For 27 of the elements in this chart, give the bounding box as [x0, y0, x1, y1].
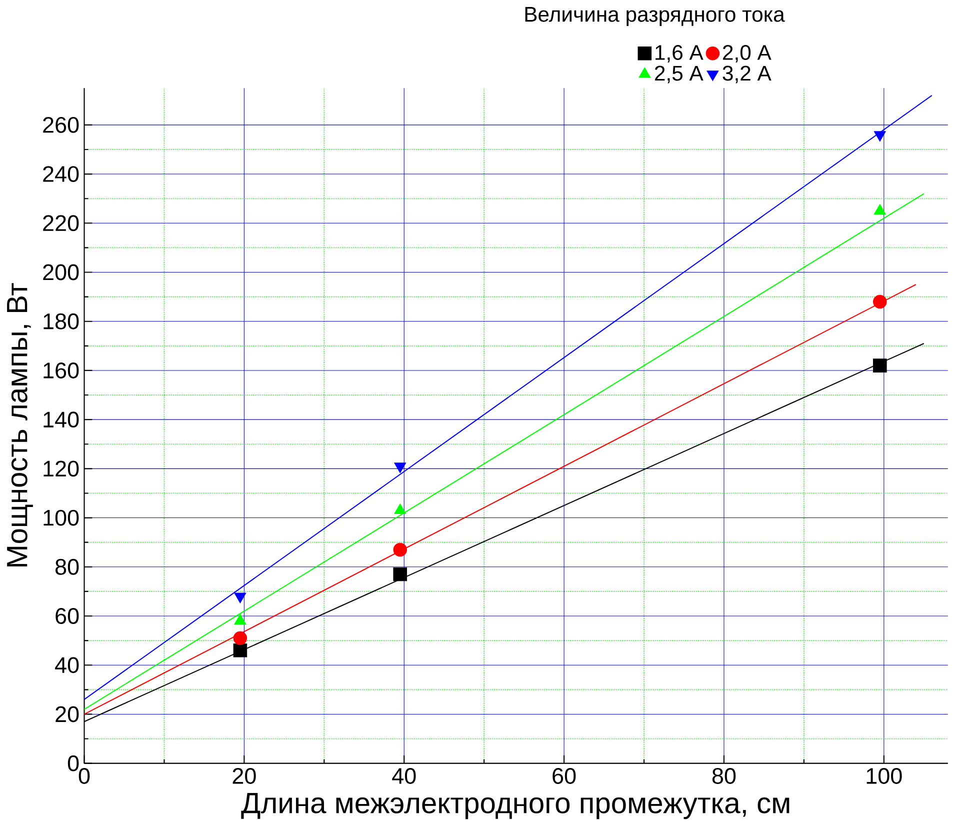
y-tick-label: 80 [56, 558, 79, 575]
x-tick-label: 40 [392, 768, 416, 784]
y-tick-label: 100 [44, 510, 79, 526]
y-tick-label: 240 [43, 166, 79, 182]
y-tick-label: 0 [68, 755, 79, 772]
x-axis-title: Длина межэлектродного промежутка, см [241, 792, 790, 820]
y-axis-title: Мощность лампы, Вт [7, 282, 33, 566]
y-tick-label: 140 [44, 412, 79, 428]
legend-label: 3,2 A [722, 66, 772, 84]
y-tick-label: 60 [56, 608, 79, 624]
y-tick-label: 220 [43, 215, 79, 232]
legend-label: 2,5 A [655, 66, 704, 84]
y-tick-label: 120 [44, 460, 79, 477]
y-tick-label: 20 [56, 706, 79, 722]
y-tick-label: 200 [43, 264, 79, 280]
legend-label: 2,0 A [723, 44, 772, 62]
legend-label: 1,6 A [656, 44, 704, 62]
y-tick-label: 180 [44, 313, 79, 330]
y-tick-label: 160 [44, 362, 79, 378]
x-tick-label: 100 [866, 768, 902, 784]
y-tick-label: 260 [43, 116, 79, 133]
x-tick-label: 0 [78, 768, 90, 784]
x-tick-label: 60 [552, 768, 576, 784]
legend-title: Величина разрядного тока [525, 6, 785, 26]
y-tick-label: 40 [55, 657, 79, 673]
x-tick-label: 20 [232, 768, 256, 784]
x-tick-label: 80 [712, 768, 736, 784]
